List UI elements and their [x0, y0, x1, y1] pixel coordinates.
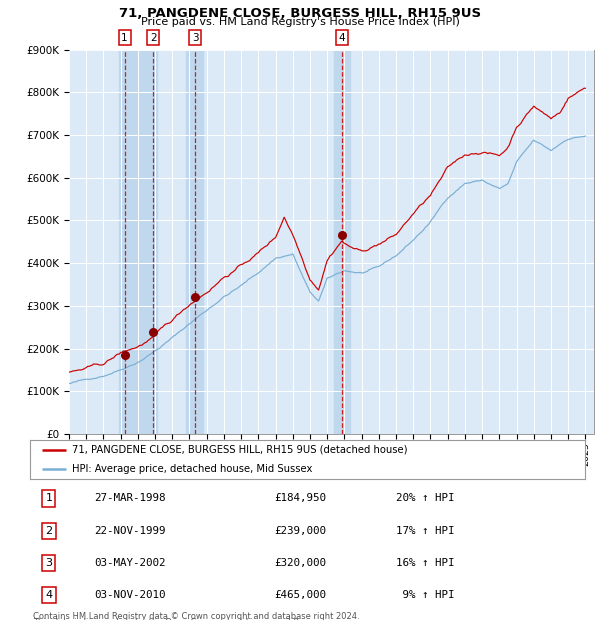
Text: £320,000: £320,000	[274, 558, 326, 568]
Text: 2: 2	[46, 526, 52, 536]
Text: 03-NOV-2010: 03-NOV-2010	[94, 590, 166, 600]
Text: 20% ↑ HPI: 20% ↑ HPI	[397, 494, 455, 503]
Text: 4: 4	[46, 590, 52, 600]
Text: 03-MAY-2002: 03-MAY-2002	[94, 558, 166, 568]
Text: 17% ↑ HPI: 17% ↑ HPI	[397, 526, 455, 536]
Text: 9% ↑ HPI: 9% ↑ HPI	[397, 590, 455, 600]
Text: Price paid vs. HM Land Registry's House Price Index (HPI): Price paid vs. HM Land Registry's House …	[140, 17, 460, 27]
Text: 4: 4	[338, 33, 345, 43]
Text: £239,000: £239,000	[274, 526, 326, 536]
Text: 71, PANGDENE CLOSE, BURGESS HILL, RH15 9US (detached house): 71, PANGDENE CLOSE, BURGESS HILL, RH15 9…	[71, 445, 407, 455]
Text: HPI: Average price, detached house, Mid Sussex: HPI: Average price, detached house, Mid …	[71, 464, 312, 474]
Text: 1: 1	[121, 33, 128, 43]
Text: 3: 3	[192, 33, 199, 43]
Text: 3: 3	[46, 558, 52, 568]
Text: 27-MAR-1998: 27-MAR-1998	[94, 494, 166, 503]
Text: £184,950: £184,950	[274, 494, 326, 503]
Text: Contains HM Land Registry data © Crown copyright and database right 2024.: Contains HM Land Registry data © Crown c…	[33, 612, 359, 620]
Text: £465,000: £465,000	[274, 590, 326, 600]
Bar	[334, 50, 350, 434]
Bar	[119, 50, 157, 434]
Bar	[186, 50, 203, 434]
Text: 1: 1	[46, 494, 52, 503]
Text: 71, PANGDENE CLOSE, BURGESS HILL, RH15 9US: 71, PANGDENE CLOSE, BURGESS HILL, RH15 9…	[119, 7, 481, 20]
Text: 22-NOV-1999: 22-NOV-1999	[94, 526, 166, 536]
Text: 16% ↑ HPI: 16% ↑ HPI	[397, 558, 455, 568]
Text: 2: 2	[150, 33, 157, 43]
Text: This data is licensed under the Open Government Licence v3.0.: This data is licensed under the Open Gov…	[33, 618, 301, 620]
